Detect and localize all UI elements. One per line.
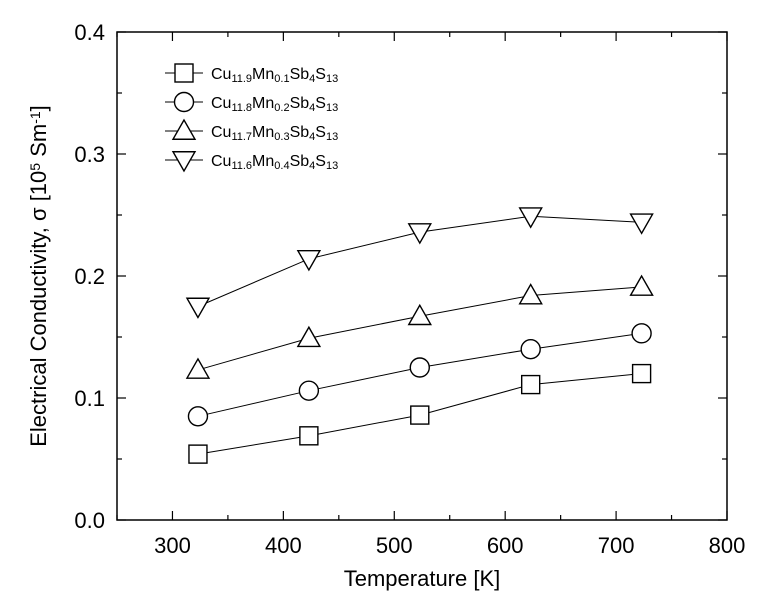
marker-circle <box>173 91 195 113</box>
x-axis-ticks: 300 400 500 600 700 800 <box>116 32 746 558</box>
y-tick-label: 0.3 <box>74 142 105 167</box>
y-axis-ticks: 0.0 0.1 0.2 0.3 0.4 <box>74 20 727 533</box>
marker-triangle-down <box>296 249 322 272</box>
plot-frame <box>116 31 728 521</box>
y-tick-label: 0.2 <box>74 264 105 289</box>
legend-item: Cu11.9Mn0.1Sb4S13 <box>165 63 338 85</box>
series-triangle-down <box>185 207 654 319</box>
legend-item: Cu11.8Mn0.2Sb4S13 <box>165 91 338 114</box>
marker-square <box>520 374 541 395</box>
marker-square <box>410 405 430 425</box>
marker-triangle-up <box>296 325 322 348</box>
marker-square <box>174 63 194 83</box>
marker-circle <box>631 323 652 344</box>
y-tick-label: 0.4 <box>74 20 105 45</box>
legend-label: Cu11.9Mn0.1Sb4S13 <box>211 66 338 85</box>
marker-triangle-down <box>171 151 197 173</box>
series-triangle-up <box>185 274 654 379</box>
series-square <box>188 363 652 464</box>
marker-triangle-down <box>407 223 432 245</box>
y-tick-label: 0.1 <box>74 386 105 411</box>
marker-triangle-up <box>407 303 432 326</box>
y-tick-label: 0.0 <box>74 508 105 533</box>
marker-circle <box>187 406 209 427</box>
data-series <box>185 207 654 464</box>
marker-triangle-up <box>629 274 654 296</box>
legend-label: Cu11.8Mn0.2Sb4S13 <box>211 95 338 114</box>
x-axis-title: Temperature [K] <box>344 566 501 591</box>
legend-label: Cu11.7Mn0.3Sb4S13 <box>211 124 338 143</box>
x-tick-label: 800 <box>709 533 746 558</box>
series-circle <box>187 323 652 427</box>
marker-triangle-up <box>171 118 197 140</box>
x-tick-label: 400 <box>265 533 302 558</box>
legend-item: Cu11.6Mn0.4Sb4S13 <box>165 151 338 173</box>
marker-triangle-down <box>629 213 654 235</box>
marker-square <box>299 426 319 446</box>
x-tick-label: 600 <box>487 533 524 558</box>
x-tick-label: 500 <box>376 533 413 558</box>
legend: Cu11.9Mn0.1Sb4S13 Cu11.8Mn0.2Sb4S13 Cu11.7… <box>165 63 338 173</box>
marker-circle <box>298 380 320 401</box>
marker-square <box>631 363 652 384</box>
marker-circle <box>520 339 541 360</box>
marker-circle <box>409 357 430 378</box>
marker-triangle-up <box>518 283 543 305</box>
marker-square <box>188 444 208 464</box>
marker-triangle-down <box>518 207 543 229</box>
y-axis-title: Electrical Conductivity, σ [105 Sm-1] <box>26 105 51 447</box>
x-tick-label: 300 <box>154 533 191 558</box>
legend-item: Cu11.7Mn0.3Sb4S13 <box>165 118 338 143</box>
marker-triangle-down <box>185 297 211 319</box>
marker-triangle-up <box>185 357 211 379</box>
x-tick-label: 700 <box>598 533 635 558</box>
plot-border <box>116 31 728 521</box>
legend-label: Cu11.6Mn0.4Sb4S13 <box>211 153 338 172</box>
